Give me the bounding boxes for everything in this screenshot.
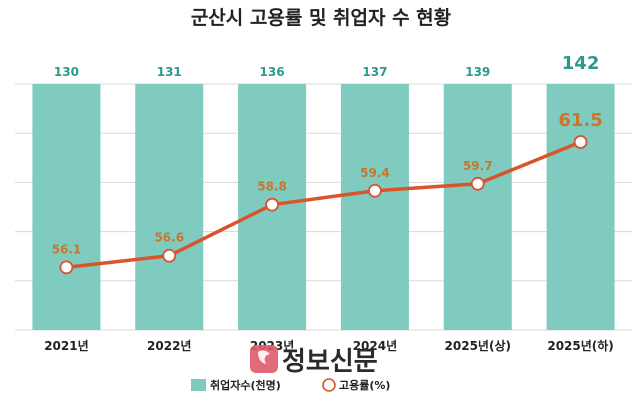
line-point [265, 197, 279, 212]
line-value-label: 59.4 [360, 166, 390, 180]
line-value-label: 56.1 [52, 242, 82, 256]
watermark-text: 정보신문 [282, 347, 378, 377]
line-point [368, 183, 382, 198]
category-label: 2025년(하) [547, 338, 613, 353]
category-label: 2022년 [147, 339, 191, 353]
bar [546, 84, 615, 330]
legend-swatch-line [322, 378, 336, 392]
bar [340, 84, 409, 330]
bar-value-label: 130 [54, 65, 79, 79]
bar-value-label: 142 [562, 53, 600, 74]
bar-value-labels: 130 131 136 137 139 142 [54, 53, 599, 79]
line-series [59, 135, 588, 275]
legend-swatch-bar [191, 379, 206, 391]
category-label: 2021년 [44, 339, 88, 353]
legend-label-bar: 취업자수(천명) [210, 378, 281, 392]
line-value-label: 58.8 [257, 180, 287, 194]
line-point [470, 176, 485, 191]
line-path [66, 140, 582, 270]
line-value-label: 56.6 [154, 231, 184, 245]
line-point [573, 135, 588, 149]
line-point [162, 248, 177, 263]
legend-label-line: 고용률(%) [339, 379, 390, 392]
legend: 취업자수(천명) 고용률(%) [191, 378, 390, 392]
watermark: 정보신문 [250, 345, 378, 377]
bar [32, 84, 101, 330]
line-value-label: 59.7 [463, 159, 493, 173]
line-value-label: 61.5 [558, 110, 602, 131]
chart-title: 군산시 고용률 및 취업자 수 현황 [191, 6, 452, 29]
bar-value-label: 139 [465, 65, 490, 79]
bar [443, 84, 512, 330]
bar-series [32, 84, 615, 330]
bar-value-label: 136 [260, 65, 285, 79]
gridlines [15, 83, 632, 331]
bar-value-label: 137 [362, 65, 387, 79]
bar-value-label: 131 [157, 65, 182, 79]
category-label: 2025년(상) [445, 338, 511, 353]
bar [135, 84, 204, 330]
category-axis: 2021년2022년2023년2024년2025년(상)2025년(하) [44, 338, 614, 353]
category-label: 2024년 [353, 339, 397, 353]
line-point [59, 260, 74, 275]
line-value-labels: 56.1 56.6 58.8 59.4 59.7 61.5 [52, 110, 603, 256]
seal-icon [250, 345, 278, 373]
